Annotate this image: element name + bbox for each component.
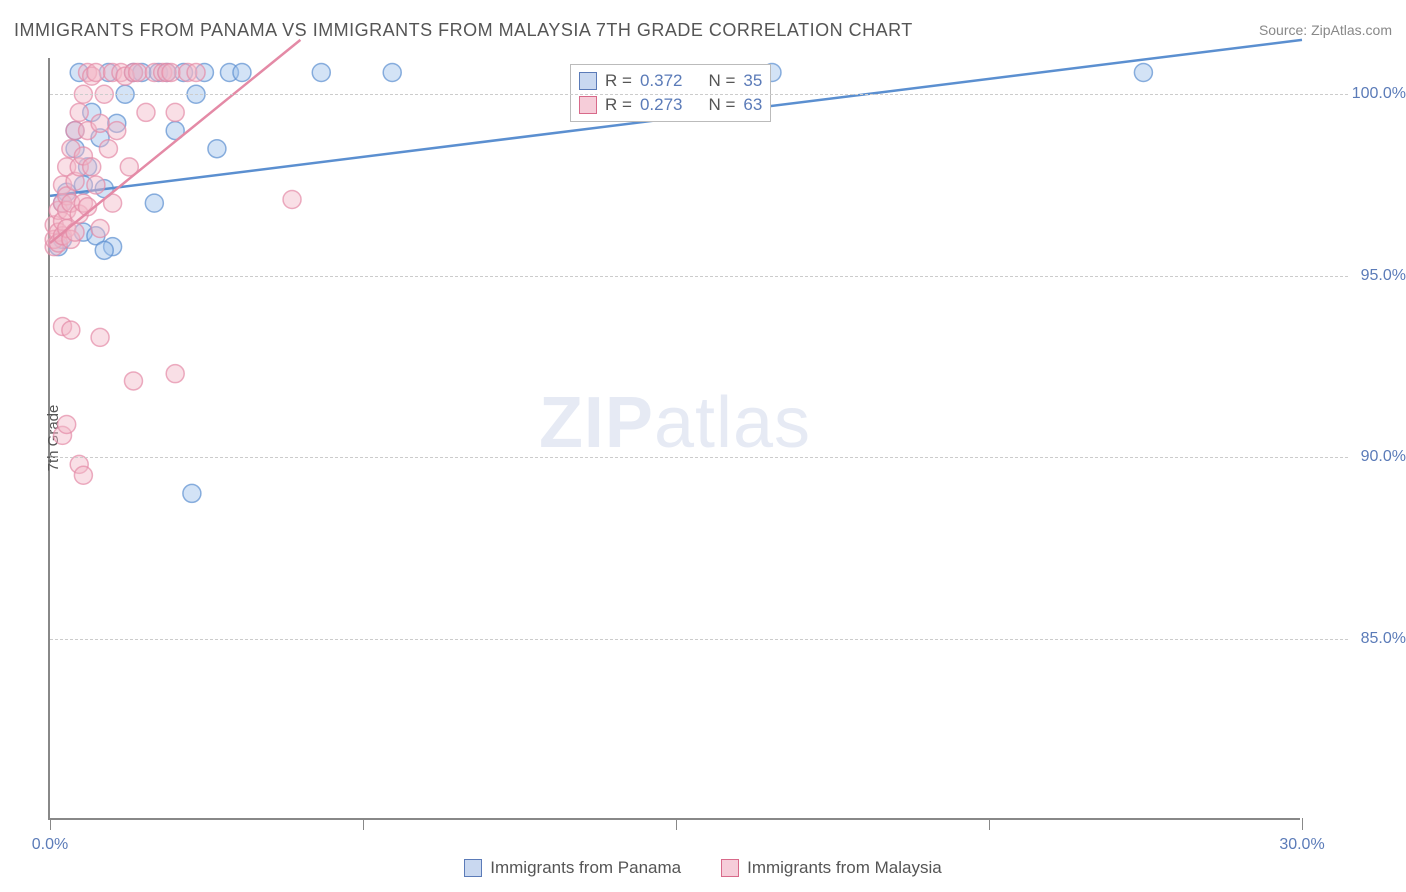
x-tick: [676, 818, 677, 830]
data-point-malaysia: [108, 122, 126, 140]
x-tick-label: 0.0%: [32, 836, 68, 854]
gridline-h: [50, 276, 1348, 277]
data-point-malaysia: [83, 158, 101, 176]
x-tick: [1302, 818, 1303, 830]
data-point-panama: [145, 194, 163, 212]
legend-label: Immigrants from Malaysia: [747, 858, 942, 878]
data-point-panama: [183, 484, 201, 502]
data-point-malaysia: [87, 64, 105, 82]
swatch-malaysia-icon: [721, 859, 739, 877]
title-bar: IMMIGRANTS FROM PANAMA VS IMMIGRANTS FRO…: [14, 16, 1392, 44]
chart-title: IMMIGRANTS FROM PANAMA VS IMMIGRANTS FRO…: [14, 20, 913, 41]
stat-legend-box: R = 0.372 N = 35 R = 0.273 N = 63: [570, 64, 771, 122]
data-point-malaysia: [124, 372, 142, 390]
data-point-malaysia: [91, 114, 109, 132]
data-point-panama: [383, 64, 401, 82]
data-point-malaysia: [62, 321, 80, 339]
data-point-malaysia: [129, 64, 147, 82]
x-tick: [363, 818, 364, 830]
n-value: 63: [743, 95, 762, 115]
r-value: 0.372: [640, 71, 683, 91]
data-point-malaysia: [66, 223, 84, 241]
bottom-legend: Immigrants from Panama Immigrants from M…: [0, 858, 1406, 878]
data-point-malaysia: [166, 365, 184, 383]
x-tick-label: 30.0%: [1279, 836, 1324, 854]
data-point-malaysia: [283, 191, 301, 209]
source-attribution: Source: ZipAtlas.com: [1259, 22, 1392, 38]
swatch-malaysia-icon: [579, 96, 597, 114]
data-point-panama: [1134, 64, 1152, 82]
data-point-malaysia: [137, 103, 155, 121]
y-tick-label: 90.0%: [1346, 448, 1406, 466]
data-point-malaysia: [187, 64, 205, 82]
data-point-malaysia: [99, 140, 117, 158]
y-tick-label: 85.0%: [1346, 630, 1406, 648]
data-point-malaysia: [70, 103, 88, 121]
data-point-panama: [312, 64, 330, 82]
data-point-malaysia: [162, 64, 180, 82]
y-tick-label: 100.0%: [1346, 85, 1406, 103]
stat-row-panama: R = 0.372 N = 35: [579, 69, 762, 93]
gridline-h: [50, 457, 1348, 458]
chart-svg: [50, 58, 1300, 818]
n-value: 35: [743, 71, 762, 91]
gridline-h: [50, 94, 1348, 95]
data-point-panama: [233, 64, 251, 82]
legend-item-panama: Immigrants from Panama: [464, 858, 681, 878]
plot-area: 7th Grade ZIPatlas R = 0.372 N = 35 R = …: [48, 58, 1300, 820]
data-point-malaysia: [91, 328, 109, 346]
data-point-malaysia: [74, 466, 92, 484]
gridline-h: [50, 639, 1348, 640]
data-point-panama: [208, 140, 226, 158]
stat-row-malaysia: R = 0.273 N = 63: [579, 93, 762, 117]
n-label: N =: [708, 95, 735, 115]
legend-item-malaysia: Immigrants from Malaysia: [721, 858, 942, 878]
r-value: 0.273: [640, 95, 683, 115]
swatch-panama-icon: [464, 859, 482, 877]
data-point-malaysia: [58, 415, 76, 433]
data-point-malaysia: [87, 176, 105, 194]
legend-label: Immigrants from Panama: [490, 858, 681, 878]
x-tick: [989, 818, 990, 830]
r-label: R =: [605, 95, 632, 115]
data-point-panama: [95, 241, 113, 259]
y-tick-label: 95.0%: [1346, 267, 1406, 285]
data-point-malaysia: [91, 220, 109, 238]
r-label: R =: [605, 71, 632, 91]
n-label: N =: [708, 71, 735, 91]
x-tick: [50, 818, 51, 830]
data-point-malaysia: [166, 103, 184, 121]
swatch-panama-icon: [579, 72, 597, 90]
